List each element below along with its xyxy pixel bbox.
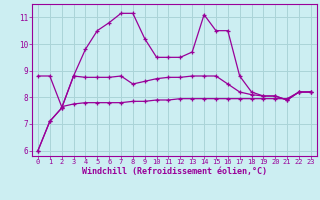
X-axis label: Windchill (Refroidissement éolien,°C): Windchill (Refroidissement éolien,°C) — [82, 167, 267, 176]
